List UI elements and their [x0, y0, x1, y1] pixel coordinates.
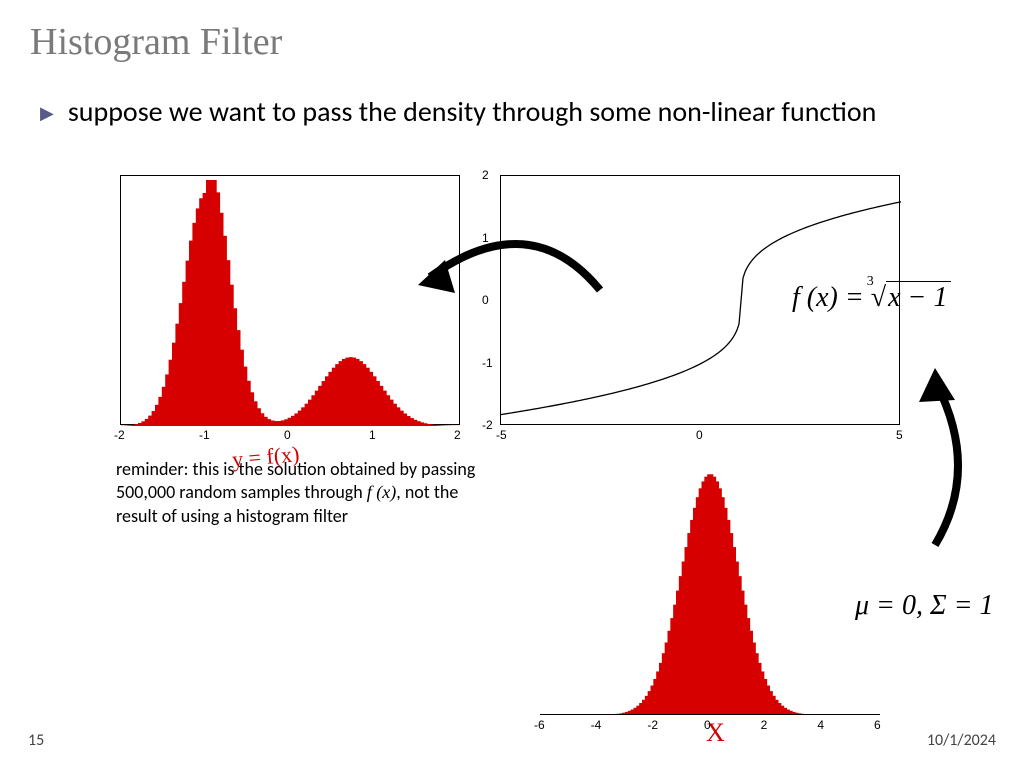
slide-root: Histogram Filter ▶ suppose we want to pa…: [0, 0, 1024, 768]
axis-tick-label: 0: [704, 718, 711, 732]
bullet-text: suppose we want to pass the density thro…: [68, 94, 876, 130]
arrow-curve-left-icon: [410, 215, 610, 305]
slide-date: 10/1/2024: [927, 731, 996, 750]
formula-fx-root: x − 1: [886, 281, 951, 313]
axis-tick-label: 4: [817, 718, 824, 732]
axis-tick-label: 0: [284, 428, 291, 442]
reminder-text: reminder: this is the solution obtained …: [116, 458, 476, 528]
formula-fx-lhs: f (x) =: [792, 282, 871, 313]
reminder-fx: f (x): [367, 482, 396, 502]
slide-title: Histogram Filter: [30, 20, 994, 64]
axis-tick-label: 5: [896, 428, 903, 442]
axis-tick-label: -4: [591, 718, 602, 732]
axis-tick-label: 2: [482, 168, 489, 182]
formula-fx: f (x) = 3 √x − 1: [792, 282, 951, 314]
axis-tick-label: 6: [874, 718, 881, 732]
axis-tick-label: 0: [482, 293, 489, 307]
axis-tick-label: 2: [454, 428, 461, 442]
axis-tick-label: -2: [114, 428, 125, 442]
formula-root-index: 3: [867, 274, 874, 290]
axis-tick-label: 0: [696, 428, 703, 442]
axis-tick-label: -1: [199, 428, 210, 442]
axis-tick-label: 1: [369, 428, 376, 442]
axis-tick-label: -5: [496, 428, 507, 442]
axis-tick-label: -2: [482, 418, 493, 432]
page-number: 15: [28, 731, 44, 750]
chart-bimodal-histogram: [120, 175, 460, 425]
bullet-row: ▶ suppose we want to pass the density th…: [30, 94, 994, 130]
axis-tick-label: 2: [761, 718, 768, 732]
formula-params: μ = 0, Σ = 1: [855, 590, 993, 622]
bullet-marker-icon: ▶: [40, 102, 54, 124]
arrow-curve-up-icon: [905, 360, 975, 550]
axis-tick-label: 1: [482, 231, 489, 245]
chart-gaussian-histogram: [540, 470, 880, 715]
axis-tick-label: -2: [647, 718, 658, 732]
axis-tick-label: -1: [482, 356, 493, 370]
axis-tick-label: -6: [534, 718, 545, 732]
